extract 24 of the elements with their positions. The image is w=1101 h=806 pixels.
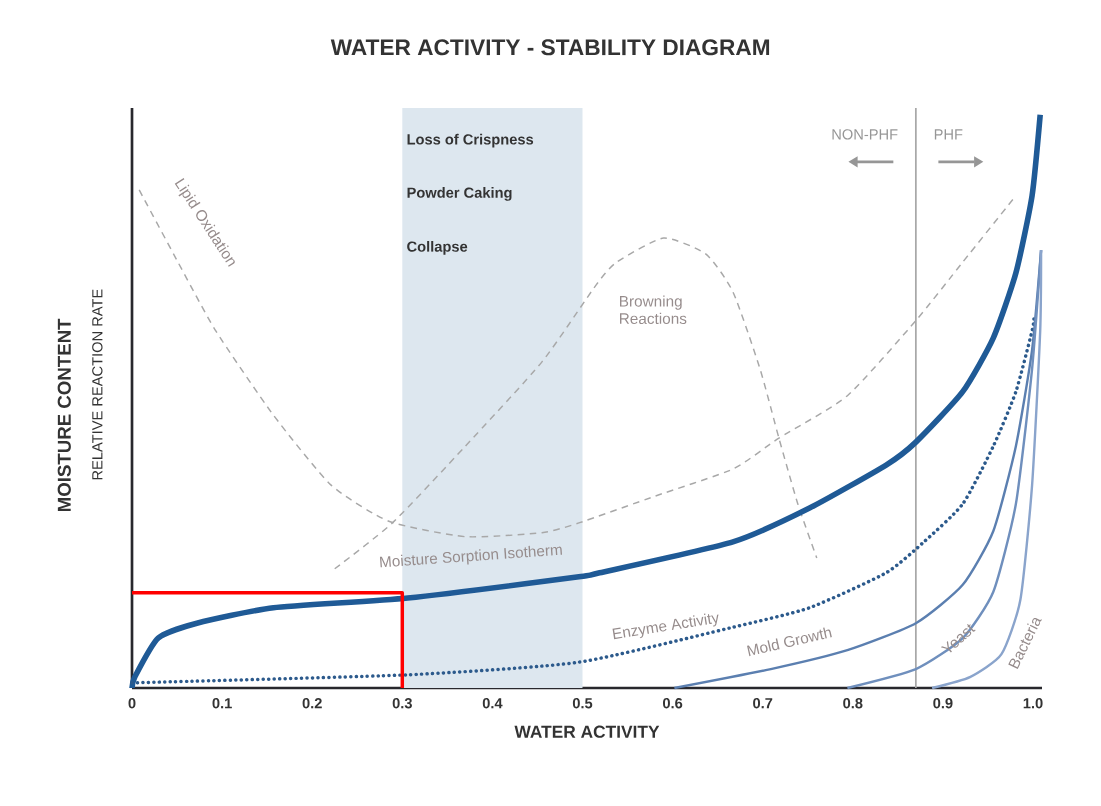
x-tick-label: 0 (128, 698, 136, 709)
annotation: PHF (934, 129, 963, 140)
annotation: Collapse (407, 241, 468, 255)
x-tick-label: 0.3 (392, 698, 412, 709)
annotation: NON-PHF (832, 129, 898, 140)
x-tick-label: 0.1 (212, 698, 232, 709)
text: RELATIVE REACTION RATE (92, 289, 103, 480)
x-axis-title: WATER ACTIVITY (514, 725, 660, 738)
x-tick-label: 0.9 (933, 698, 953, 709)
x-tick-label: 0.2 (302, 698, 322, 709)
x-tick-label: 0.4 (482, 698, 503, 709)
series-label: Browning Reactions (620, 295, 687, 325)
annotation: Loss of Crispness (407, 133, 534, 148)
x-tick-label: 0.6 (662, 698, 683, 709)
x-tick-label: 0.5 (572, 698, 593, 709)
series-label: Moisture Sorption Isotherm (379, 545, 562, 568)
y-axis-title: MOISTURE CONTENT (57, 318, 71, 512)
annotation: Powder Caking (407, 187, 512, 201)
chart-title: WATER ACTIVITY - STABILITY DIAGRAM (330, 39, 770, 56)
text: Enzyme Activity (612, 613, 719, 640)
x-tick-label: 0.8 (843, 698, 863, 709)
x-tick-label: 0.7 (753, 698, 773, 709)
text: Mold Growth (747, 627, 832, 657)
x-tick-label: 1.0 (1023, 698, 1043, 709)
